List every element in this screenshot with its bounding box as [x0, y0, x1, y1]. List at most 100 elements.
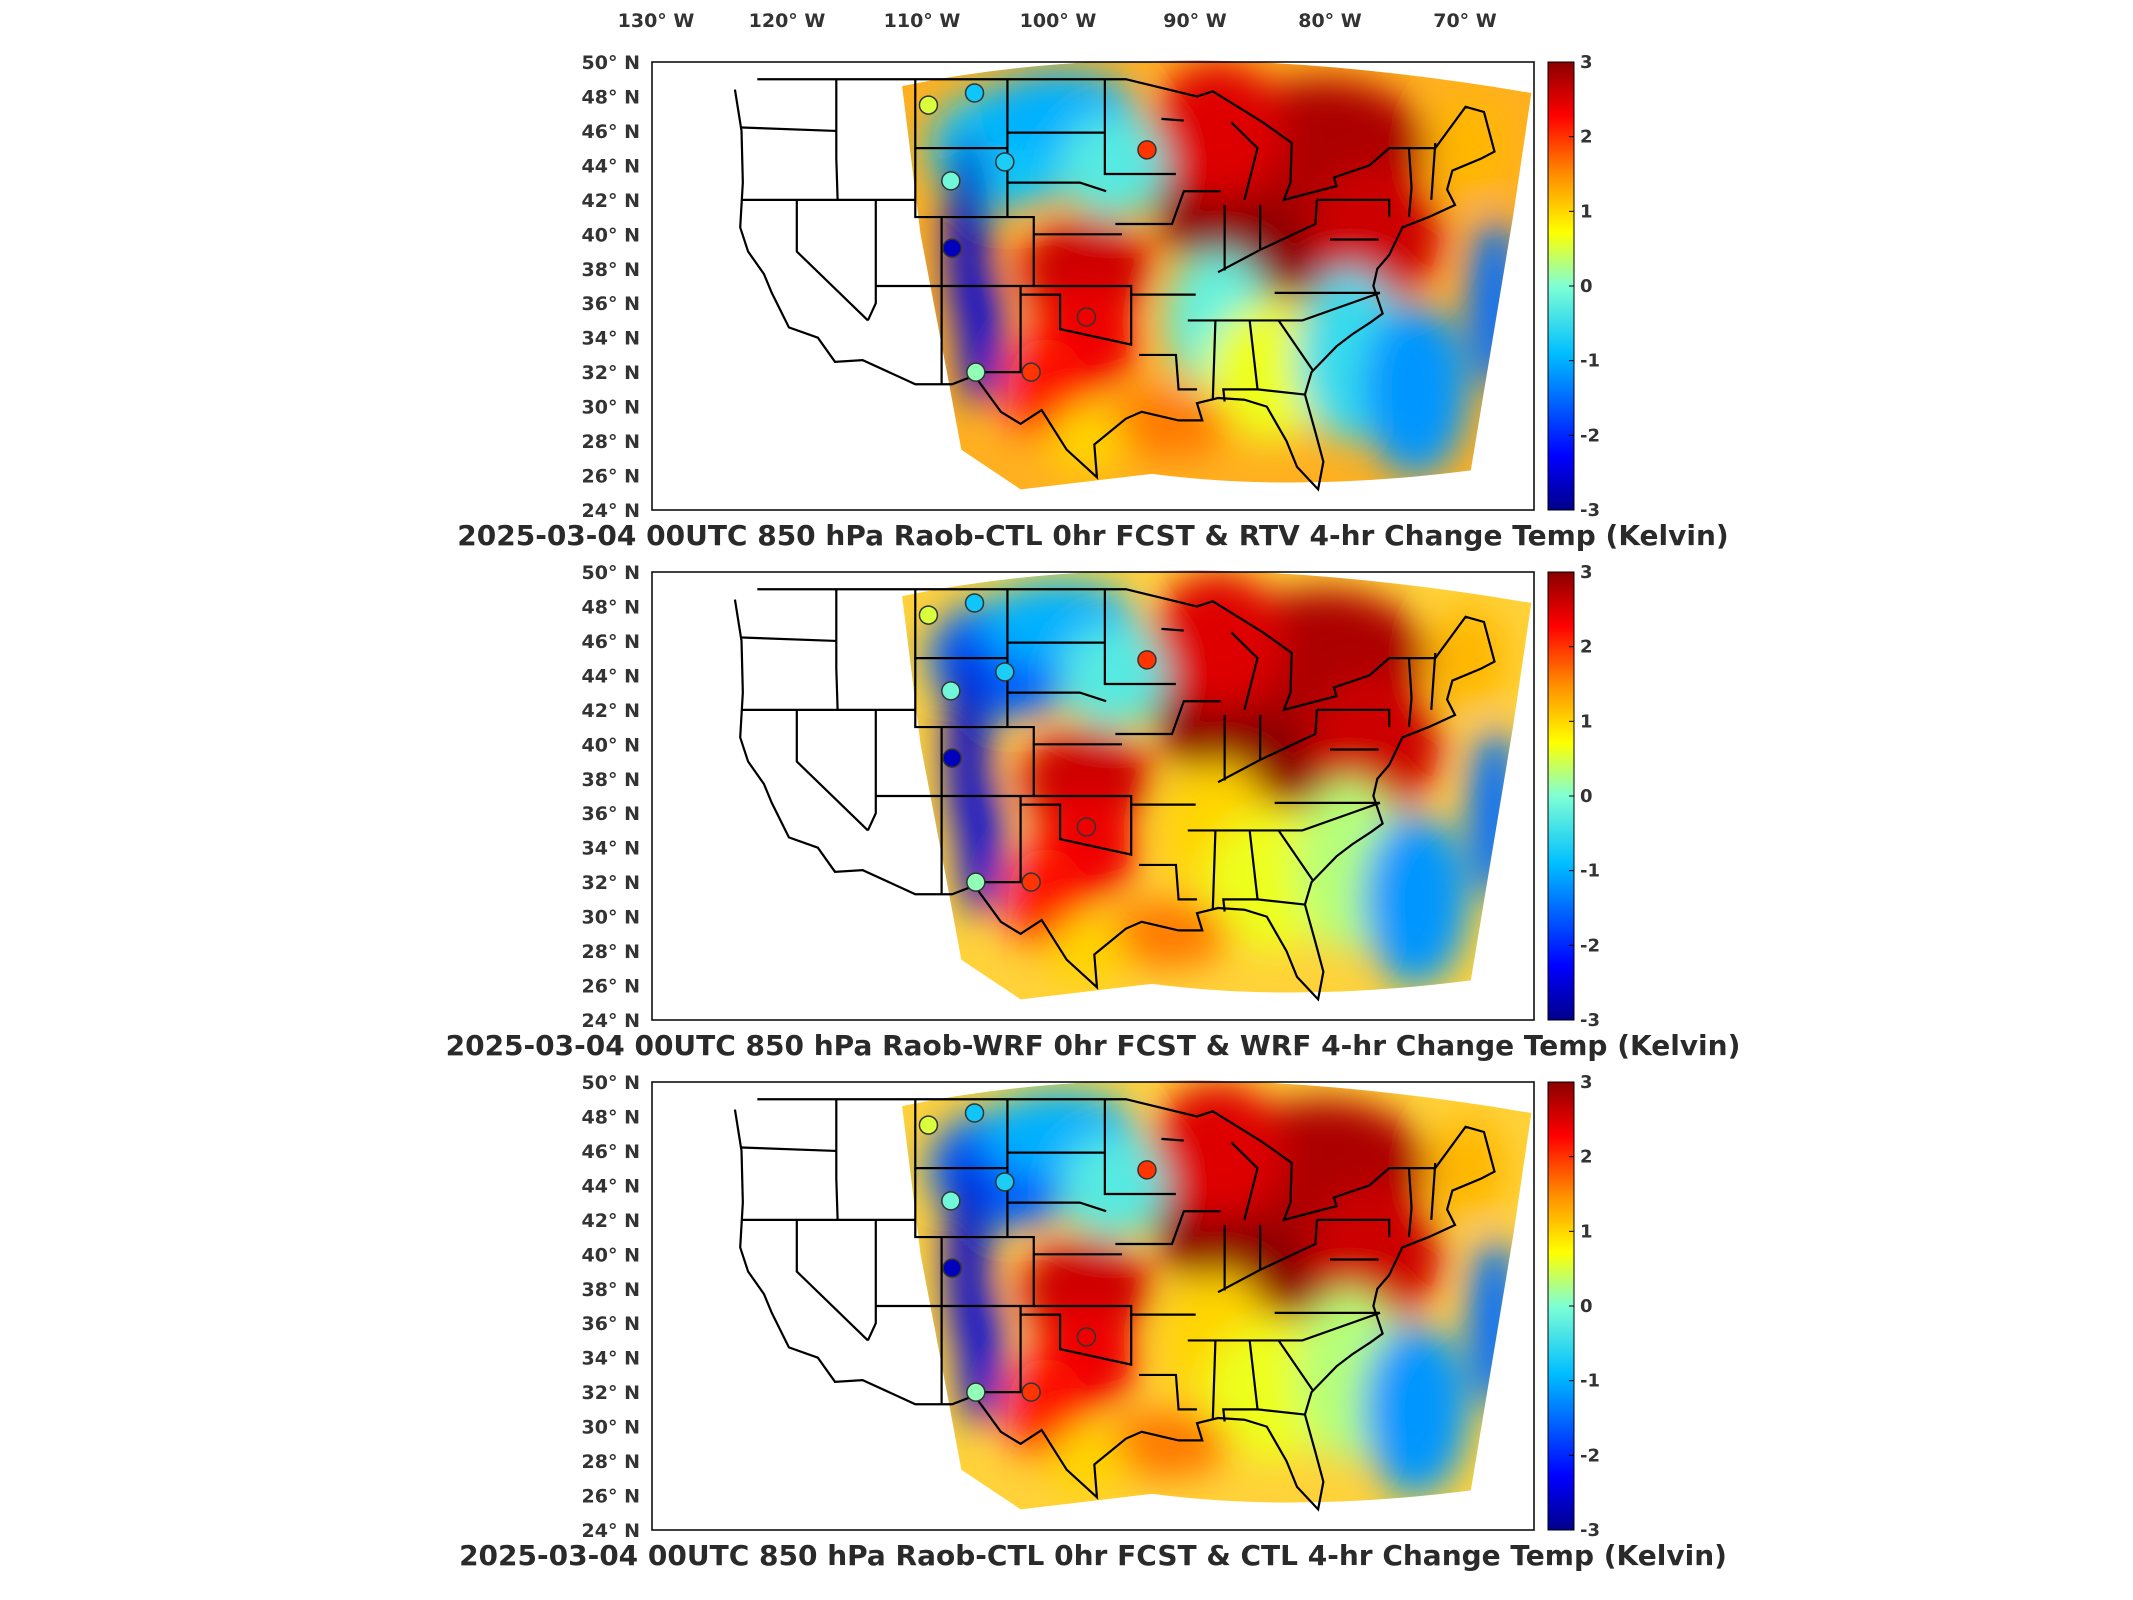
field-blob [1362, 813, 1469, 986]
panels: 50° N 48° N 46° N 44° N 42° N 40° N 38° N 36° N… [446, 52, 1741, 1572]
boundary-line [1115, 1210, 1221, 1246]
lat-label: 42° N [582, 190, 640, 212]
boundary-line [1007, 1201, 1107, 1213]
lon-label: 130° W [618, 10, 695, 32]
boundary-line [795, 1219, 869, 1342]
colorbar-tick-label: -3 [1580, 500, 1600, 521]
panel-title: 2025-03-04 00UTC 850 hPa Raob-CTL 0hr FC… [459, 1539, 1727, 1572]
lat-label: 38° N [582, 1279, 640, 1301]
boundary-line [1020, 284, 1133, 346]
boundary-line [940, 215, 1035, 385]
map-border [651, 61, 1535, 511]
boundary-line [1007, 691, 1107, 703]
boundary-line [1139, 863, 1197, 901]
colorbar-tick-label: -1 [1580, 1371, 1600, 1392]
field-blob [1362, 1323, 1469, 1496]
colorbar-tick-label: 2 [1580, 1147, 1593, 1168]
raob-station-marker [941, 681, 961, 701]
raob-station-marker [941, 1191, 961, 1211]
lat-label: 24° N [582, 1520, 640, 1542]
lat-label: 46° N [582, 631, 640, 653]
field-blob [1428, 96, 1508, 200]
boundary-line [1222, 830, 1259, 912]
raob-station-marker [1137, 140, 1157, 160]
lat-label: 50° N [582, 1072, 640, 1094]
field-blob [1046, 916, 1126, 986]
boundary-line [1211, 1340, 1217, 1420]
raob-station-marker [941, 171, 961, 191]
boundary-line [1115, 700, 1221, 736]
lat-label: 30° N [582, 397, 640, 419]
raob-station-marker [1021, 362, 1041, 382]
lat-label: 44° N [582, 665, 640, 687]
raob-station-marker [1137, 650, 1157, 670]
boundary-line [974, 796, 1022, 884]
lat-label: 50° N [582, 562, 640, 584]
boundary-line [795, 199, 869, 322]
colorbar-tick-label: -2 [1580, 425, 1600, 446]
field-blob [1152, 1082, 1284, 1220]
boundary-line [1230, 1141, 1259, 1221]
boundary-line [1230, 631, 1259, 711]
lat-label: 26° N [582, 976, 640, 998]
lat-label: 28° N [582, 1451, 640, 1473]
raob-station-marker [966, 872, 986, 892]
boundary-line [1316, 708, 1391, 728]
raob-station-marker [1021, 872, 1041, 892]
boundary-line [1217, 1219, 1318, 1294]
map-border [651, 1081, 1535, 1531]
colorbar-tick-label: 0 [1580, 276, 1593, 297]
boundary-line [1187, 291, 1381, 322]
field-blob [1152, 62, 1284, 200]
map-panel: 50° N 48° N 46° N 44° N 42° N 40° N 38° N 36° N… [459, 1072, 1727, 1572]
boundary-line [1316, 198, 1391, 218]
lat-label: 34° N [582, 838, 640, 860]
raob-station-marker [964, 1103, 985, 1123]
boundary-line [1430, 142, 1437, 200]
raob-station-marker [1076, 817, 1097, 837]
boundary-line [974, 1306, 1022, 1394]
lat-label: 38° N [582, 769, 640, 791]
raob-station-marker [918, 1115, 939, 1135]
boundary-line [1020, 1304, 1133, 1366]
lon-label: 100° W [1020, 10, 1097, 32]
boundary-line [1161, 117, 1184, 122]
boundary-line [1316, 1218, 1391, 1238]
colorbar-tick-label: 1 [1580, 1221, 1593, 1242]
colorbar-tick-label: -3 [1580, 1010, 1600, 1031]
lat-label: 28° N [582, 941, 640, 963]
longitude-labels: 130° W 120° W 110° W 100° W 90° W 80° W … [618, 10, 1497, 32]
lat-label: 32° N [582, 872, 640, 894]
boundary-line [1230, 121, 1259, 201]
boundary-line [1222, 320, 1259, 402]
colorbar-tick-label: -1 [1580, 351, 1600, 372]
raob-station-marker [1076, 1327, 1097, 1347]
raob-station-marker [918, 605, 939, 625]
field-blob [1428, 1116, 1508, 1220]
lat-label: 36° N [582, 293, 640, 315]
boundary-line [1430, 652, 1437, 710]
raob-station-marker [1137, 1160, 1157, 1180]
lat-label: 48° N [582, 1106, 640, 1128]
lat-label: 36° N [582, 803, 640, 825]
raob-station-marker [964, 83, 985, 103]
boundary-line [741, 126, 837, 133]
colorbar-tick-label: 1 [1580, 201, 1593, 222]
boundary-line [835, 1099, 839, 1220]
lat-label: 44° N [582, 155, 640, 177]
lat-label: 48° N [582, 86, 640, 108]
lat-label: 42° N [582, 1210, 640, 1232]
boundary-line [1430, 1162, 1437, 1220]
field-blob [1046, 406, 1126, 476]
raob-station-marker [918, 95, 939, 115]
lat-label: 48° N [582, 596, 640, 618]
colorbar-tick-label: 3 [1580, 52, 1593, 73]
colorbar-tick-label: 3 [1580, 1072, 1593, 1093]
lat-label: 30° N [582, 907, 640, 929]
lat-label: 40° N [582, 1244, 640, 1266]
raob-station-marker [942, 1258, 962, 1278]
field-blob [1428, 606, 1508, 710]
colorbar-tick-label: 1 [1580, 711, 1593, 732]
boundary-line [1257, 1408, 1306, 1416]
raob-station-marker [966, 1382, 986, 1402]
